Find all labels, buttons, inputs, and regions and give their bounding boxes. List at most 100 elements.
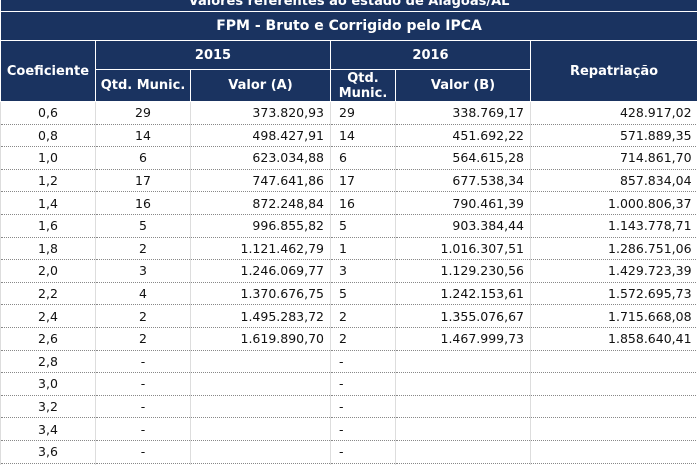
table-cell: 29 <box>330 101 396 125</box>
table-cell <box>395 417 531 441</box>
table-cell: 1.246.069,77 <box>190 259 331 283</box>
table-cell <box>190 395 331 419</box>
table-row: 2,0 3 1.246.069,77 3 1.129.230,56 1.429.723,3… <box>0 259 697 283</box>
table-row: 2,2 4 1.370.676,75 5 1.242.153,61 1.572.695,7… <box>0 282 697 306</box>
table-cell: 14 <box>330 124 396 148</box>
table-cell: 790.461,39 <box>395 191 531 215</box>
table-row: 3,4- - <box>0 417 697 441</box>
title: Valores referentes ao estado de Alagoas/… <box>0 0 697 12</box>
table-cell: 857.834,04 <box>529 169 697 193</box>
table-cell <box>190 372 331 396</box>
table-cell <box>190 463 331 465</box>
table-cell: - <box>330 372 396 396</box>
table-cell: 1.619.890,70 <box>190 327 331 351</box>
table-row: 2,8- - <box>0 350 697 374</box>
table-cell <box>190 350 331 374</box>
table-cell <box>190 440 331 464</box>
table-cell: 2 <box>330 327 396 351</box>
table-cell: 2,4 <box>0 304 96 328</box>
table-cell <box>190 417 331 441</box>
table-cell: 872.248,84 <box>190 191 331 215</box>
table-cell: - <box>330 350 396 374</box>
column-header: Valor (A) <box>190 69 331 102</box>
table-cell <box>395 395 531 419</box>
table-cell: 2 <box>95 304 191 328</box>
table-cell: 14 <box>95 124 191 148</box>
table-cell: 1.495.283,72 <box>190 304 331 328</box>
table-cell: 16 <box>95 191 191 215</box>
table-cell: 1,6 <box>0 214 96 238</box>
table-cell: 2,0 <box>0 259 96 283</box>
table-row: 0,8 14 498.427,91 14 451.692,22 571.889,35 <box>0 124 697 148</box>
table-cell: 1.572.695,73 <box>529 282 697 306</box>
table-cell: 2 <box>95 327 191 351</box>
table-cell: 1.858.640,41 <box>529 327 697 351</box>
table-cell: - <box>330 440 396 464</box>
table-row: 1,6 5 996.855,82 5 903.384,44 1.143.778,71 <box>0 214 697 238</box>
table-row: 1,4 16 872.248,84 16 790.461,39 1.000.806,37 <box>0 191 697 215</box>
table-cell: 996.855,82 <box>190 214 331 238</box>
column-header: Qtd. Munic. <box>95 69 191 102</box>
column-header: Valor (B) <box>395 69 531 102</box>
year-header: 2016 <box>330 40 531 70</box>
table-cell: 677.538,34 <box>395 169 531 193</box>
table-cell: 1.242.153,61 <box>395 282 531 306</box>
table-cell: 623.034,88 <box>190 146 331 170</box>
table-cell: 498.427,91 <box>190 124 331 148</box>
table-cell: 3 <box>95 259 191 283</box>
table-cell: - <box>330 395 396 419</box>
table-cell: - <box>95 350 191 374</box>
table-cell: 1,4 <box>0 191 96 215</box>
table-cell <box>395 350 531 374</box>
table-cell: 6 <box>95 146 191 170</box>
table-cell: 1.016.307,51 <box>395 237 531 261</box>
table-cell: 2,2 <box>0 282 96 306</box>
table-body: 0,6 29 373.820,93 29 338.769,17 428.917,02 0,8… <box>0 101 697 465</box>
table-cell: 903.384,44 <box>395 214 531 238</box>
table-cell: 1.355.076,67 <box>395 304 531 328</box>
table-cell: 2 <box>330 304 396 328</box>
table-cell: 714.861,70 <box>529 146 697 170</box>
table-cell <box>395 463 531 465</box>
table-cell: 4 <box>95 282 191 306</box>
table-cell: 1.129.230,56 <box>395 259 531 283</box>
column-header: Coeficiente <box>0 40 96 102</box>
table-cell: 1.143.778,71 <box>529 214 697 238</box>
table-cell: 1.000.806,37 <box>529 191 697 215</box>
table-cell: 6 <box>330 146 396 170</box>
table-cell: - <box>95 395 191 419</box>
table-cell: 338.769,17 <box>395 101 531 125</box>
table-cell: 0,8 <box>0 124 96 148</box>
table-cell: 2,8 <box>0 350 96 374</box>
column-header: Repatriação <box>529 40 697 102</box>
table-cell: 1.429.723,39 <box>529 259 697 283</box>
table-cell: 0,6 <box>0 101 96 125</box>
table-cell: - <box>95 417 191 441</box>
table-cell <box>529 440 697 464</box>
table-cell <box>529 417 697 441</box>
table-row: 1,2 17 747.641,86 17 677.538,34 857.834,04 <box>0 169 697 193</box>
table-cell: 3,8 <box>0 463 96 465</box>
table-cell: 1.286.751,06 <box>529 237 697 261</box>
table-row: 0,6 29 373.820,93 29 338.769,17 428.917,02 <box>0 101 697 125</box>
table-cell: 3,2 <box>0 395 96 419</box>
table-cell: - <box>330 463 396 465</box>
table-cell: 1.121.462,79 <box>190 237 331 261</box>
table-row: 3,8-- <box>0 463 697 465</box>
table-row: 1,0 6 623.034,88 6 564.615,28 714.861,70 <box>0 146 697 170</box>
table-cell: 451.692,22 <box>395 124 531 148</box>
table-cell: 3,0 <box>0 372 96 396</box>
table-cell: 1.370.676,75 <box>190 282 331 306</box>
year-header: 2015 <box>95 40 331 70</box>
table-cell: 1,0 <box>0 146 96 170</box>
table-cell: 1 <box>330 237 396 261</box>
table-cell <box>529 395 697 419</box>
table-cell: 747.641,86 <box>190 169 331 193</box>
table-cell: 5 <box>330 214 396 238</box>
table-cell: 1,8 <box>0 237 96 261</box>
table-cell: - <box>330 417 396 441</box>
table-row: 2,6 2 1.619.890,70 2 1.467.999,73 1.858.640,4… <box>0 327 697 351</box>
